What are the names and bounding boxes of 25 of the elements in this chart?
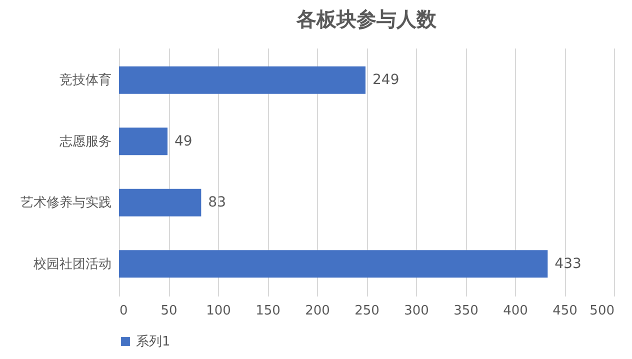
x-tick-label: 300 — [404, 304, 429, 318]
x-tick-label: 250 — [354, 304, 380, 318]
bar — [119, 250, 548, 278]
x-tick-label: 400 — [503, 304, 528, 318]
x-tick-label: 350 — [454, 304, 478, 318]
chart-title: 各板块参与人数 — [296, 7, 438, 31]
y-tick-label: 志愿服务 — [60, 134, 112, 150]
x-tick-label: 150 — [256, 304, 280, 318]
x-tick-label: 500 — [590, 304, 614, 318]
legend-label: 系列1 — [136, 334, 170, 350]
x-tick-label: 450 — [552, 304, 578, 318]
data-label: 49 — [174, 133, 192, 150]
bar — [119, 66, 366, 94]
y-tick-label: 校园社团活动 — [32, 256, 112, 272]
bar — [119, 188, 202, 216]
data-label: 249 — [372, 72, 400, 88]
x-tick-label: 200 — [305, 304, 330, 318]
x-tick-label: 0 — [120, 304, 128, 318]
data-label: 83 — [208, 194, 226, 211]
x-tick-label: 50 — [160, 304, 178, 318]
data-label: 433 — [554, 256, 582, 272]
x-tick-label: 100 — [206, 304, 231, 318]
bar — [119, 128, 168, 156]
y-tick-label: 竞技体育 — [60, 72, 112, 88]
y-tick-label: 艺术修养与实践 — [20, 194, 112, 211]
